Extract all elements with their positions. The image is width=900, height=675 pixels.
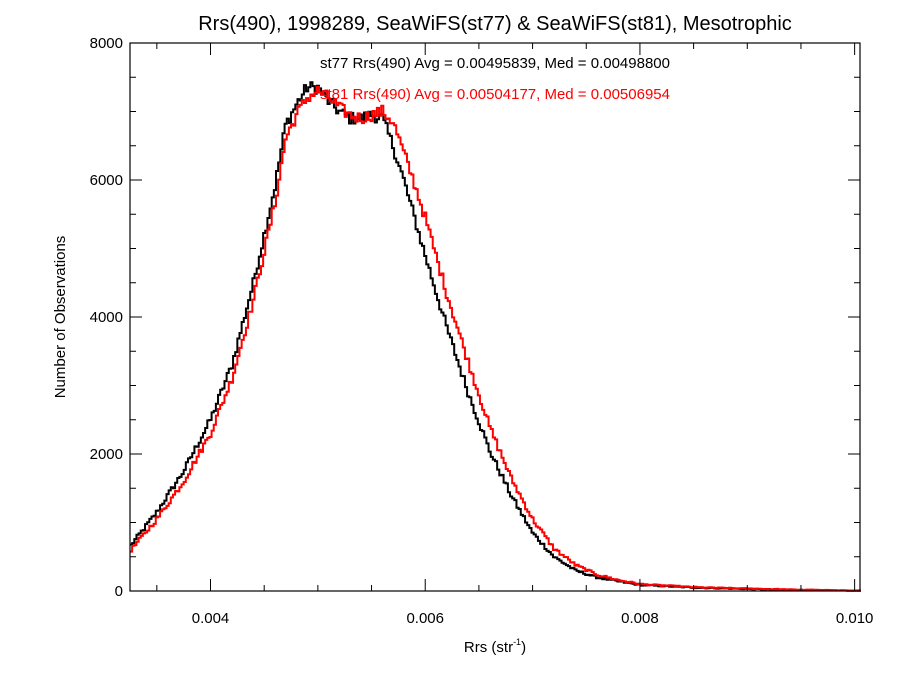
series-layer [130, 81, 861, 592]
y-tick-label: 2000 [90, 446, 123, 463]
axis-layer: 0.004 0.006 0.008 0.010 0 2000 4000 6000 8000 [90, 35, 874, 627]
y-tick-label: 6000 [90, 172, 123, 189]
x-axis-label: Rrs (str-1) [464, 637, 526, 656]
annotation-st77: st77 Rrs(490) Avg = 0.00495839, Med = 0.… [320, 55, 670, 72]
x-tick-label: 0.006 [406, 610, 444, 627]
y-tick-label: 4000 [90, 309, 123, 326]
x-axis-label-superscript: -1 [513, 637, 521, 647]
y-axis-label: Number of Observations [52, 236, 69, 399]
x-tick-label: 0.010 [836, 610, 874, 627]
x-axis-label-main: Rrs (str [464, 639, 513, 656]
y-tick-label: 8000 [90, 35, 123, 52]
chart-title: Rrs(490), 1998289, SeaWiFS(st77) & SeaWi… [198, 13, 792, 35]
x-tick-label: 0.004 [192, 610, 230, 627]
x-tick-label: 0.008 [621, 610, 659, 627]
y-tick-label: 0 [115, 583, 123, 600]
series-line-st81 [130, 86, 861, 592]
x-axis-label-close: ) [521, 639, 526, 656]
annotation-st81: st81 Rrs(490) Avg = 0.00504177, Med = 0.… [320, 86, 670, 103]
